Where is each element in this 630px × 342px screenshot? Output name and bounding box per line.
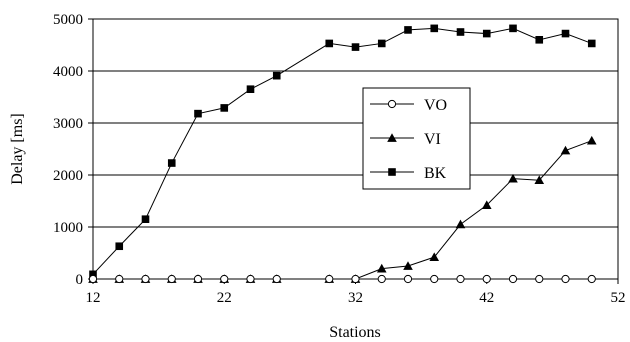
data-point-vo — [456, 274, 465, 284]
data-point-vo — [220, 274, 229, 284]
y-axis-title: Delay [ms] — [9, 113, 26, 185]
data-point-vi — [455, 219, 466, 229]
series-vi — [88, 135, 597, 283]
legend-label-vo: VO — [424, 97, 447, 114]
series-layer — [88, 24, 597, 284]
y-tick-label: 3000 — [53, 116, 83, 132]
data-point-bk — [351, 43, 360, 51]
data-point-vo — [587, 274, 596, 284]
legend-marker-vo — [387, 99, 397, 109]
data-point-bk — [220, 104, 229, 112]
data-point-bk — [482, 29, 491, 38]
x-axis-title: Stations — [329, 324, 381, 341]
series-vo — [88, 274, 596, 284]
data-point-vo — [377, 274, 386, 284]
data-point-vo — [403, 274, 413, 284]
data-point-vo — [482, 274, 491, 284]
data-point-bk — [272, 71, 281, 80]
data-point-vi — [534, 175, 545, 185]
data-point-bk — [456, 28, 465, 36]
data-point-bk — [430, 24, 439, 33]
data-point-vo — [535, 274, 544, 284]
y-tick-label: 0 — [76, 272, 84, 288]
data-point-bk — [587, 39, 596, 48]
data-point-vo — [141, 274, 150, 284]
data-point-bk — [115, 242, 124, 251]
x-tick-label: 52 — [611, 290, 626, 306]
data-point-bk — [167, 159, 176, 167]
data-point-bk — [377, 39, 386, 48]
data-point-vo — [115, 274, 124, 284]
data-point-bk — [561, 29, 570, 38]
legend-label-vi: VI — [424, 131, 441, 148]
plot-area-border — [92, 18, 619, 280]
x-tick-label: 32 — [348, 290, 363, 306]
data-point-vo — [88, 274, 98, 284]
data-point-vo — [246, 274, 255, 284]
y-tick-label: 2000 — [53, 168, 83, 184]
series-bk — [89, 24, 596, 279]
y-tick-label: 4000 — [53, 64, 83, 80]
data-point-vo — [193, 274, 203, 284]
data-point-bk — [194, 109, 202, 118]
data-point-vi — [586, 135, 597, 145]
data-point-vo — [325, 274, 334, 284]
data-point-bk — [246, 85, 255, 93]
data-point-vo — [561, 274, 570, 284]
axes — [92, 18, 619, 280]
x-tick-label: 22 — [217, 290, 232, 306]
legend: VO VI BK — [362, 87, 471, 190]
data-point-vo — [351, 274, 360, 284]
series-line-vi — [93, 140, 592, 280]
y-tick-label: 1000 — [53, 220, 83, 236]
y-tick-label: 5000 — [53, 12, 83, 28]
data-point-vo — [272, 274, 281, 284]
data-point-vo — [508, 274, 518, 284]
data-point-bk — [535, 36, 544, 44]
grid-lines — [88, 18, 619, 284]
data-point-bk — [509, 24, 517, 33]
legend-label-bk: BK — [424, 165, 447, 182]
y-tick-labels: 0 1000 2000 3000 4000 5000 — [53, 12, 83, 288]
data-point-vi — [403, 261, 413, 270]
data-point-vi — [560, 145, 571, 155]
series-line-bk — [92, 27, 592, 275]
x-tick-labels: 12 22 32 42 52 — [86, 290, 626, 306]
data-point-vo — [167, 274, 176, 284]
data-point-bk — [404, 26, 412, 34]
data-point-vi — [508, 173, 518, 183]
data-point-vi — [376, 263, 387, 273]
legend-marker-bk — [388, 168, 396, 176]
data-point-vi — [429, 252, 440, 261]
data-point-vi — [481, 200, 492, 209]
data-point-vo — [430, 274, 439, 284]
x-tick-label: 42 — [479, 290, 494, 306]
data-point-bk — [141, 215, 150, 223]
x-tick-label: 12 — [86, 290, 101, 306]
data-point-bk — [325, 39, 334, 48]
legend-marker-vi — [387, 133, 397, 142]
